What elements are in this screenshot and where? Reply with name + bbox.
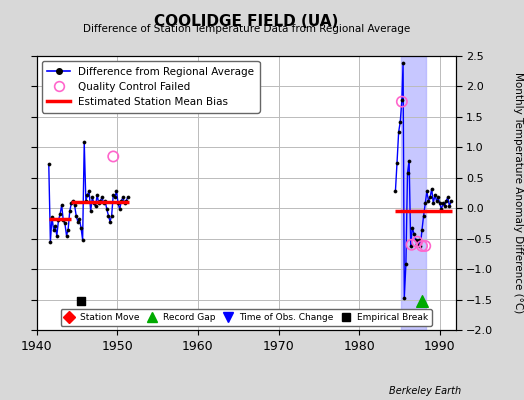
Legend: Station Move, Record Gap, Time of Obs. Change, Empirical Break: Station Move, Record Gap, Time of Obs. C… (61, 310, 432, 326)
Point (418, 243, 426, 249)
Point (398, 98, 406, 105)
Bar (401, 56, 426, 330)
Point (407, 242, 416, 248)
Text: Difference of Station Temperature Data from Regional Average: Difference of Station Temperature Data f… (83, 24, 410, 34)
Point (418, 298, 426, 304)
Point (109, 153, 117, 160)
Point (413, 238, 421, 245)
Text: Berkeley Earth: Berkeley Earth (389, 386, 461, 396)
Text: COOLIDGE FIELD (UA): COOLIDGE FIELD (UA) (154, 14, 339, 29)
Point (421, 243, 430, 249)
Y-axis label: Monthly Temperature Anomaly Difference (°C): Monthly Temperature Anomaly Difference (… (513, 72, 523, 314)
Point (77, 298, 85, 304)
